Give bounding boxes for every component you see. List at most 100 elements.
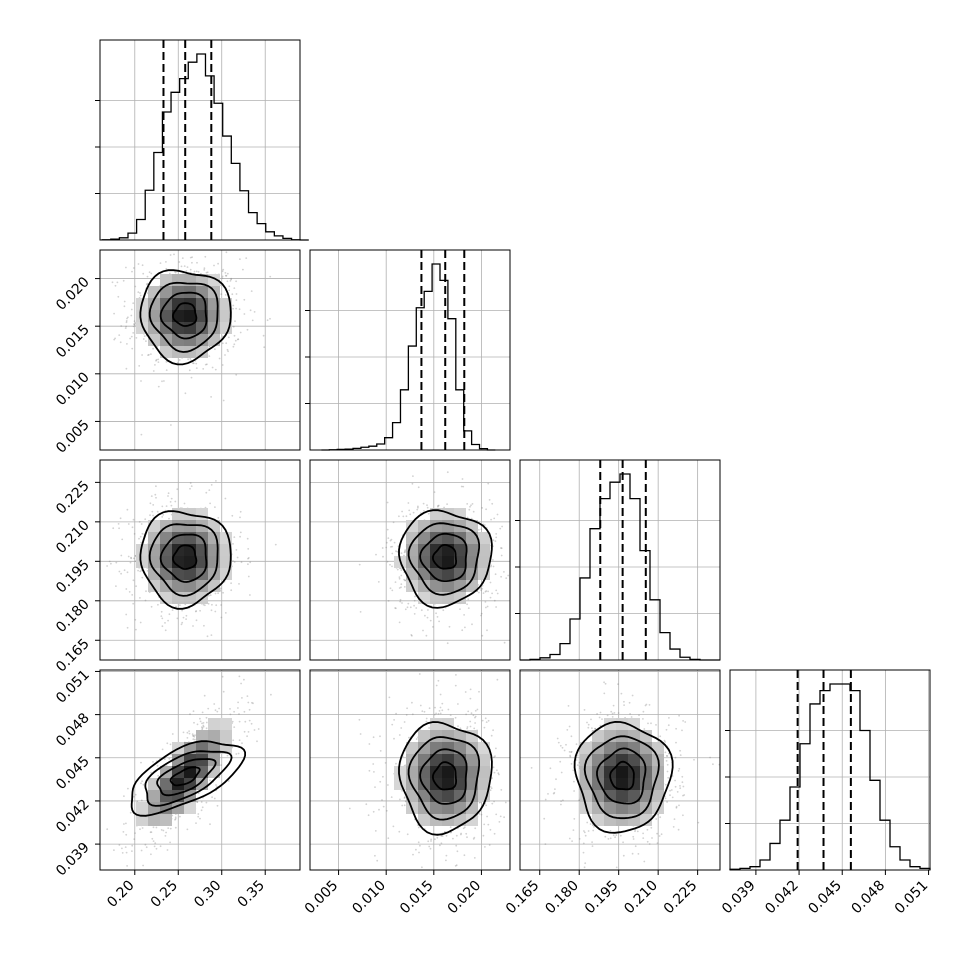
pair-1-2-point	[516, 549, 518, 551]
pair-2-3-point	[628, 701, 631, 704]
pair-1-3-point	[456, 850, 459, 853]
pair-0-3-density-cell	[208, 730, 220, 742]
pair-2-3-point	[666, 755, 669, 757]
pair-1-2-point	[436, 616, 439, 618]
pair-2-3-point	[593, 826, 595, 828]
pair-2-3-point	[619, 834, 622, 837]
pair-0-3-point	[241, 742, 243, 745]
pair-0-1-point	[186, 266, 189, 268]
pair-2-3-density-cell	[640, 742, 652, 754]
pair-1-3-point	[469, 697, 472, 700]
pair-1-3-point	[493, 832, 496, 835]
pair-0-2-point	[181, 609, 183, 612]
pair-2-3-point	[583, 709, 586, 711]
pair-0-1-point	[224, 294, 227, 296]
pair-1-3-point	[455, 864, 458, 867]
pair-0-3-point	[150, 853, 152, 856]
pair-2-3-point	[569, 755, 572, 758]
pair-0-2-point	[120, 572, 122, 575]
hist-panel-0	[95, 39, 309, 241]
pair-1-3-point	[469, 720, 472, 723]
pair-1-3-point	[484, 846, 486, 848]
pair-1-2-point	[495, 533, 498, 535]
pair-0-2-point	[164, 629, 167, 632]
pair-0-3-point	[179, 815, 181, 818]
pair-2-3-point	[642, 837, 645, 839]
pair-2-3-point	[660, 833, 663, 836]
pair-2-3-point	[678, 714, 680, 717]
pair-0-3-point	[124, 846, 127, 848]
pair-1-3-point	[374, 830, 377, 832]
pair-2-3-point	[562, 799, 564, 802]
pair-0-1-point	[157, 385, 160, 388]
pair-1-3-point	[441, 835, 444, 837]
pair-1-3-point	[379, 750, 382, 752]
pair-0-2-point	[115, 561, 118, 564]
pair-2-3-point	[590, 718, 592, 721]
pair-2-3-point	[576, 764, 579, 766]
pair-1-3-point	[455, 834, 458, 837]
pair-0-3-point	[213, 797, 216, 800]
pair-1-2-point	[515, 548, 517, 550]
pair-2-3-density-cell	[592, 754, 604, 766]
pair-2-3-point	[569, 754, 571, 757]
pair-0-1-point	[138, 365, 141, 367]
pair-2-3-point	[610, 710, 613, 713]
pair-0-3-point	[127, 787, 129, 790]
pair-0-1-point	[185, 270, 188, 272]
pair-0-2-point	[118, 527, 120, 530]
pair-1-2-point	[386, 528, 389, 531]
pair-0-1-point	[237, 338, 240, 340]
pair-0-1-point	[119, 341, 122, 344]
pair-2-3-contour-2	[583, 735, 660, 820]
x-tick-label-3-2: 0.045	[805, 878, 845, 918]
pair-1-2-point	[470, 504, 472, 507]
pair-1-3-point	[474, 709, 477, 712]
pair-0-3-density-cell	[208, 766, 220, 778]
pair-0-3-point	[145, 846, 148, 849]
pair-1-2-point	[396, 568, 399, 571]
pair-2-3-point	[594, 727, 597, 730]
pair-2-3-point	[675, 741, 677, 744]
pair-0-1-point	[221, 275, 224, 278]
pair-0-3-density-cell	[208, 718, 220, 730]
pair-0-1-point	[145, 340, 147, 342]
pair-0-3-point	[253, 729, 256, 731]
pair-0-2-point	[139, 621, 142, 624]
pair-0-1-point	[133, 320, 136, 322]
pair-2-3-point	[664, 797, 667, 800]
pair-0-3-density-cell	[220, 730, 232, 742]
pair-1-2-point	[517, 582, 519, 584]
pair-0-3-point	[164, 758, 166, 761]
pair-2-3-density-cell	[604, 718, 616, 730]
pair-1-3-point	[401, 804, 404, 807]
pair-0-1-point	[229, 280, 232, 282]
pair-2-3-density-cell	[604, 742, 616, 754]
pair-1-3-point	[503, 816, 505, 819]
pair-2-3-point	[679, 785, 681, 787]
pair-1-3-point	[401, 789, 403, 792]
pair-2-3-density-cell	[604, 790, 616, 802]
pair-0-2-point	[202, 603, 205, 606]
pair-1-3-point	[474, 715, 477, 718]
pair-0-2-point	[157, 603, 159, 606]
pair-0-3-point	[216, 804, 219, 807]
pair-0-1-point	[148, 271, 151, 274]
pair-1-3-point	[500, 789, 503, 791]
pair-2-3-point	[515, 826, 517, 828]
pair-1-2-point	[413, 604, 415, 607]
pair-0-1-point	[140, 380, 142, 382]
pair-0-2-point	[207, 602, 210, 605]
pair-0-2-point	[138, 537, 140, 540]
pair-1-3-point	[439, 706, 442, 709]
pair-0-1-point	[246, 328, 249, 331]
pair-1-3-point	[493, 756, 495, 758]
pair-2-3-density-cell	[592, 766, 604, 778]
pair-0-2-point	[185, 614, 188, 617]
pair-2-3-point	[568, 751, 571, 753]
pair-0-1-point	[208, 355, 211, 357]
pair-1-3-point	[382, 775, 384, 778]
pair-1-2-point	[490, 564, 492, 567]
pair-0-1-density-cell	[172, 274, 184, 286]
pair-0-3-point	[197, 813, 200, 815]
